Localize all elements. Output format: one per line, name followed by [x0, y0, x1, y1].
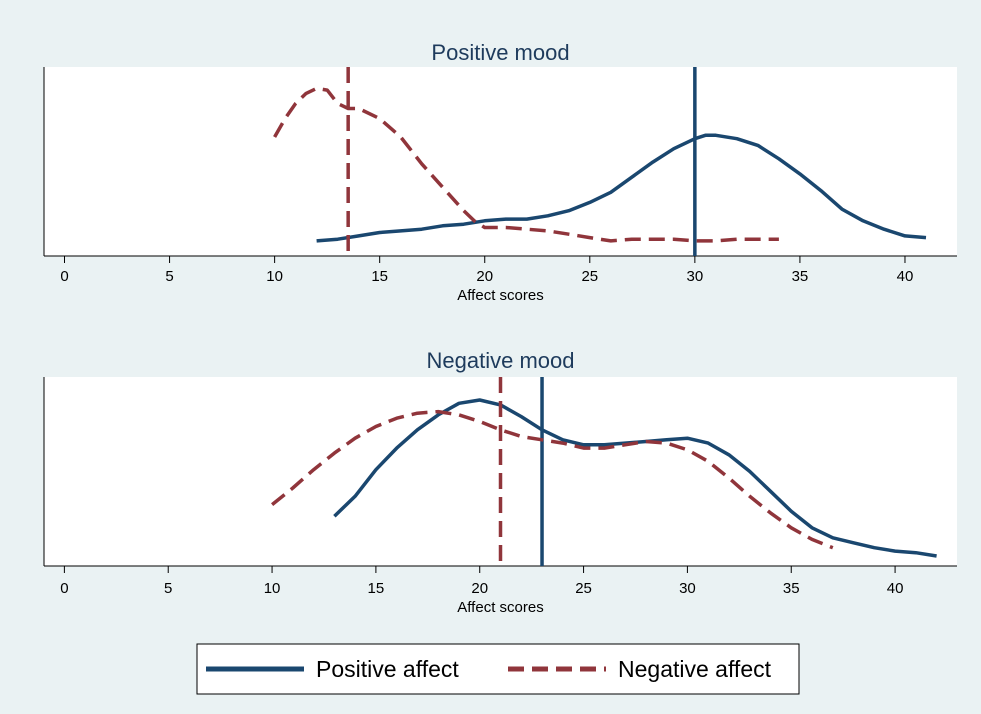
x-tick-label: 35: [783, 580, 800, 597]
x-tick-label: 5: [164, 580, 172, 597]
x-tick-label: 15: [371, 268, 388, 285]
x-tick-label: 30: [679, 580, 696, 597]
x-tick-label: 40: [897, 268, 914, 285]
x-tick-label: 10: [264, 580, 281, 597]
x-tick-label: 35: [792, 268, 809, 285]
x-axis-label: Affect scores: [457, 599, 543, 616]
plot-area: [44, 67, 957, 256]
x-tick-label: 0: [60, 580, 68, 597]
chart-panel-1: 0 5 10 15 20 25 30 35 40 Affect scores Positive mo…: [43, 40, 957, 304]
legend-label-negative-affect: Negative affect: [618, 656, 772, 682]
chart-title: Negative mood: [427, 348, 575, 373]
x-axis-label: Affect scores: [457, 287, 543, 304]
x-tick-label: 15: [368, 580, 385, 597]
x-tick-label: 25: [575, 580, 592, 597]
x-tick-label: 0: [60, 268, 68, 285]
chart-title: Positive mood: [431, 40, 569, 65]
legend: Positive affect Negative affect: [196, 643, 800, 695]
series-line-negative-affect: [271, 409, 834, 550]
series-line-positive-affect: [316, 133, 927, 243]
x-tick-label: 40: [887, 580, 904, 597]
legend-label-positive-affect: Positive affect: [316, 656, 459, 682]
x-tick-label: 20: [471, 580, 488, 597]
chart-panel-2: 0 5 10 15 20 25 30 35 40 Affect scores Negative mo…: [43, 348, 957, 616]
x-tick-label: 5: [165, 268, 173, 285]
x-tick-label: 10: [266, 268, 283, 285]
x-tick-label: 25: [581, 268, 598, 285]
x-tick-label: 30: [687, 268, 704, 285]
series-line-negative-affect: [273, 86, 779, 243]
x-tick-label: 20: [476, 268, 493, 285]
